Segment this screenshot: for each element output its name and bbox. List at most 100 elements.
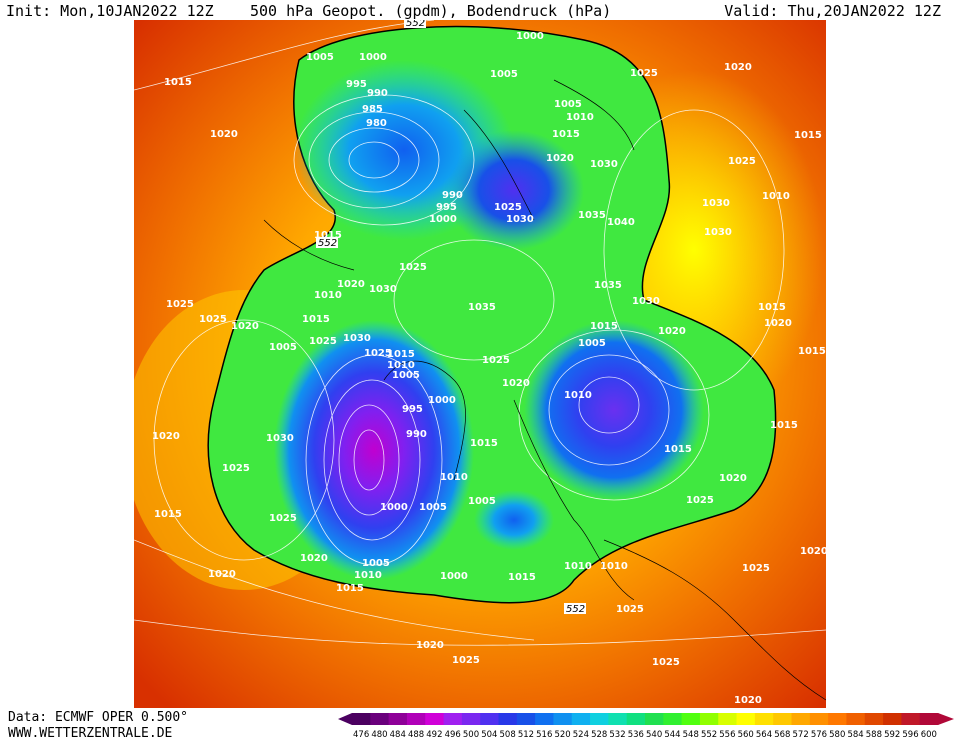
pressure-label: 1035 bbox=[594, 280, 622, 291]
color-legend: 476 480 484 488 492 496 500 504 508 512 516 520 524 5… bbox=[338, 713, 954, 740]
legend-swatch bbox=[590, 713, 609, 725]
pressure-label: 1010 bbox=[566, 112, 594, 123]
init-time: Init: Mon,10JAN2022 12Z bbox=[6, 2, 214, 20]
pressure-label: 1005 bbox=[468, 496, 496, 507]
pressure-label: 1005 bbox=[306, 52, 334, 63]
legend-swatch bbox=[406, 713, 426, 725]
pressure-label: 1020 bbox=[416, 640, 444, 651]
legend-arrow-right bbox=[938, 713, 954, 725]
pressure-label: 1015 bbox=[758, 302, 786, 313]
legend-value: 560 bbox=[738, 730, 754, 740]
legend-swatch bbox=[516, 713, 536, 725]
pressure-label: 980 bbox=[366, 118, 387, 129]
legend-value: 600 bbox=[921, 730, 937, 740]
legend-swatch bbox=[480, 713, 499, 725]
legend-value: 520 bbox=[554, 730, 570, 740]
legend-value: 516 bbox=[536, 730, 552, 740]
legend-swatch bbox=[754, 713, 774, 725]
legend-swatch bbox=[864, 713, 884, 725]
pressure-label: 1025 bbox=[652, 657, 680, 668]
legend-swatch bbox=[645, 713, 664, 725]
pressure-label: 1035 bbox=[468, 302, 496, 313]
legend-value: 584 bbox=[847, 730, 863, 740]
pressure-label: 1015 bbox=[154, 509, 182, 520]
pressure-label: 1025 bbox=[482, 355, 510, 366]
legend-swatch bbox=[699, 713, 719, 725]
pressure-label: 1015 bbox=[794, 130, 822, 141]
legend-value: 576 bbox=[811, 730, 827, 740]
legend-swatch bbox=[388, 713, 408, 725]
geopotential-label-bg bbox=[316, 237, 338, 248]
pressure-label: 1005 bbox=[392, 370, 420, 381]
pressure-label: 1025 bbox=[364, 348, 392, 359]
legend-value: 492 bbox=[426, 730, 442, 740]
pressure-label: 1015 bbox=[590, 321, 618, 332]
pressure-label: 1025 bbox=[199, 314, 227, 325]
legend-value: 552 bbox=[701, 730, 717, 740]
legend-value: 536 bbox=[628, 730, 644, 740]
pressure-label: 1020 bbox=[719, 473, 747, 484]
pressure-label: 1020 bbox=[210, 129, 238, 140]
pressure-label: 1030 bbox=[702, 198, 730, 209]
legend-swatch bbox=[663, 713, 683, 725]
legend-value: 588 bbox=[866, 730, 882, 740]
pressure-label: 1025 bbox=[399, 262, 427, 273]
pressure-label: 1025 bbox=[630, 68, 658, 79]
low-north-america bbox=[274, 320, 474, 580]
legend-value: 596 bbox=[902, 730, 918, 740]
legend-value: 528 bbox=[591, 730, 607, 740]
pressure-label: 1010 bbox=[600, 561, 628, 572]
legend-swatch bbox=[736, 713, 756, 725]
pressure-label: 1025 bbox=[222, 463, 250, 474]
pressure-label: 1005 bbox=[578, 338, 606, 349]
legend-swatch bbox=[809, 713, 829, 725]
legend-swatch bbox=[608, 713, 628, 725]
legend-value: 532 bbox=[609, 730, 625, 740]
pressure-label: 1000 bbox=[440, 571, 468, 582]
legend-swatch bbox=[828, 713, 847, 725]
pressure-label: 1025 bbox=[166, 299, 194, 310]
low-central bbox=[444, 130, 584, 250]
pressure-label: 1020 bbox=[502, 378, 530, 389]
pressure-label: 1020 bbox=[152, 431, 180, 442]
pressure-label: 1030 bbox=[369, 284, 397, 295]
legend-swatch bbox=[461, 713, 481, 725]
legend-swatch bbox=[535, 713, 554, 725]
pressure-label: 1015 bbox=[770, 420, 798, 431]
pressure-label: 1000 bbox=[380, 502, 408, 513]
legend-value: 572 bbox=[793, 730, 809, 740]
legend-value: 540 bbox=[646, 730, 662, 740]
legend-value: 564 bbox=[756, 730, 772, 740]
pressure-label: 1010 bbox=[387, 360, 415, 371]
pressure-label: 985 bbox=[362, 104, 383, 115]
legend-value: 488 bbox=[408, 730, 424, 740]
legend-swatch bbox=[498, 713, 518, 725]
pressure-label: 990 bbox=[406, 429, 427, 440]
legend-swatch bbox=[443, 713, 463, 725]
pressure-labels: 1000100010051005995990985980101510201025… bbox=[152, 31, 826, 706]
pressure-label: 1005 bbox=[269, 342, 297, 353]
geopotential-label-bg bbox=[404, 20, 426, 28]
pressure-label: 1005 bbox=[490, 69, 518, 80]
pressure-label: 1005 bbox=[554, 99, 582, 110]
legend-arrow-left bbox=[338, 713, 352, 725]
pressure-label: 1020 bbox=[300, 553, 328, 564]
pressure-label: 1020 bbox=[724, 62, 752, 73]
pressure-label: 1020 bbox=[546, 153, 574, 164]
low-siberia bbox=[524, 320, 704, 500]
pressure-label: 1015 bbox=[387, 349, 415, 360]
legend-value: 504 bbox=[481, 730, 497, 740]
legend-swatches bbox=[338, 713, 954, 725]
pressure-label: 1005 bbox=[362, 558, 390, 569]
pressure-label: 1015 bbox=[508, 572, 536, 583]
pressure-label: 1030 bbox=[632, 296, 660, 307]
pressure-label: 1020 bbox=[337, 279, 365, 290]
pressure-label: 1020 bbox=[734, 695, 762, 706]
pressure-label: 1025 bbox=[686, 495, 714, 506]
pressure-label: 1015 bbox=[314, 230, 342, 241]
pressure-label: 1025 bbox=[728, 156, 756, 167]
pressure-label: 1010 bbox=[440, 472, 468, 483]
pressure-label: 1000 bbox=[428, 395, 456, 406]
pressure-label: 1030 bbox=[506, 214, 534, 225]
legend-swatch bbox=[553, 713, 573, 725]
